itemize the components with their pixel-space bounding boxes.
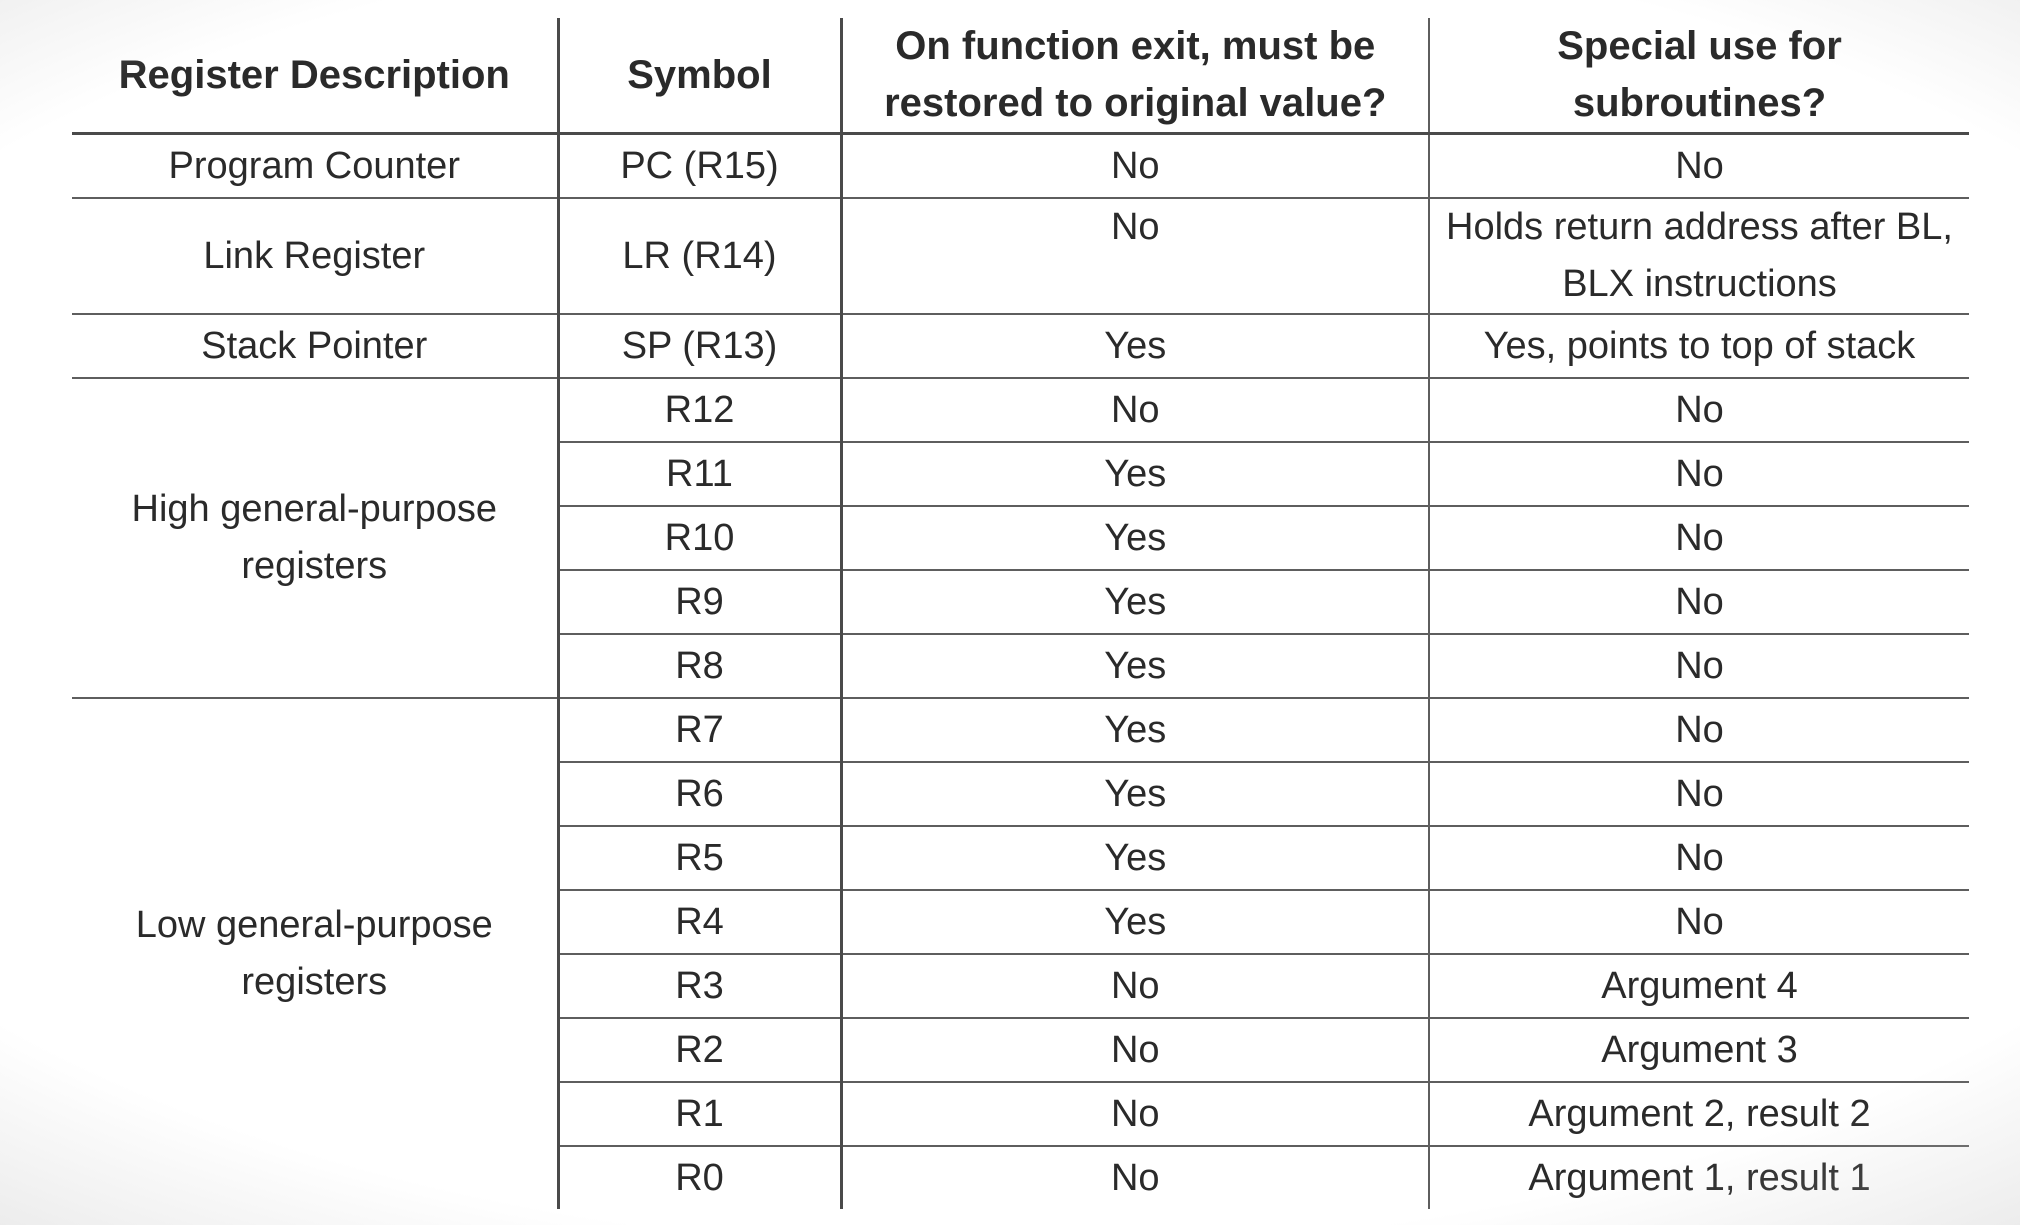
restore-cell: No: [839, 954, 1429, 1019]
special-cell: No: [1428, 890, 1969, 955]
symbol-cell: PC (R15): [556, 133, 841, 199]
symbol-cell: R9: [556, 570, 841, 635]
table-row: Link Register LR (R14) No Holds return a…: [72, 198, 1969, 315]
header-restore: On function exit, must be restored to or…: [839, 18, 1429, 135]
special-cell: Yes, points to top of stack: [1428, 314, 1969, 379]
restore-cell: No: [839, 1082, 1429, 1147]
restore-cell: No: [839, 378, 1429, 443]
table-row: Program Counter PC (R15) No No: [72, 133, 1969, 199]
symbol-cell: R2: [556, 1018, 841, 1083]
special-cell: No: [1428, 442, 1969, 507]
restore-cell: Yes: [839, 442, 1429, 507]
description-cell: Low general-purpose registers: [135, 904, 493, 1003]
description-cell: High general-purpose registers: [72, 378, 558, 699]
special-cell: Argument 3: [1428, 1018, 1969, 1083]
symbol-cell: R6: [556, 762, 841, 827]
symbol-cell: R10: [556, 506, 841, 571]
restore-cell: Yes: [839, 890, 1429, 955]
special-cell: No: [1428, 133, 1969, 199]
symbol-cell: R7: [556, 698, 841, 763]
special-cell: Holds return address after BL, BLX instr…: [1428, 198, 1969, 315]
restore-cell: No: [839, 1018, 1429, 1083]
table-row: Low general-purpose registers R7 Yes No: [72, 698, 1969, 1003]
header-row: Register Description Symbol On function …: [72, 18, 1969, 135]
restore-cell: Yes: [839, 826, 1429, 891]
symbol-cell: R8: [556, 634, 841, 699]
symbol-cell: LR (R14): [556, 198, 841, 315]
special-cell: No: [1428, 570, 1969, 635]
restore-cell: Yes: [839, 506, 1429, 571]
restore-cell: No: [839, 198, 1429, 315]
restore-cell: No: [839, 133, 1429, 199]
symbol-cell: R12: [556, 378, 841, 443]
header-register-description: Register Description: [72, 18, 558, 135]
symbol-cell: R1: [556, 1082, 841, 1147]
special-cell: Argument 2, result 2: [1428, 1082, 1969, 1147]
header-special-use: Special use for subroutines?: [1428, 18, 1969, 135]
restore-cell: Yes: [839, 634, 1429, 699]
table-row: High general-purpose registers R12 No No: [72, 378, 1969, 699]
restore-cell: Yes: [839, 762, 1429, 827]
description-cell: Stack Pointer: [72, 314, 558, 379]
symbol-cell: R3: [556, 954, 841, 1019]
description-cell: Link Register: [72, 198, 558, 315]
special-cell: No: [1428, 698, 1969, 763]
restore-cell: No: [839, 1146, 1429, 1209]
special-cell: No: [1428, 506, 1969, 571]
restore-cell: Yes: [839, 314, 1429, 379]
special-cell: Argument 1, result 1: [1428, 1146, 1969, 1209]
table-row: Stack Pointer SP (R13) Yes Yes, points t…: [72, 314, 1969, 379]
symbol-cell: R0: [556, 1146, 841, 1209]
symbol-cell: R4: [556, 890, 841, 955]
header-symbol: Symbol: [556, 18, 841, 135]
special-cell: No: [1428, 378, 1969, 443]
register-table: Register Description Symbol On function …: [72, 18, 1969, 1209]
symbol-cell: R11: [556, 442, 841, 507]
symbol-cell: SP (R13): [556, 314, 841, 379]
description-cell: Program Counter: [72, 133, 558, 199]
special-cell: No: [1428, 826, 1969, 891]
restore-cell: Yes: [839, 570, 1429, 635]
restore-cell: Yes: [839, 698, 1429, 763]
symbol-cell: R5: [556, 826, 841, 891]
special-cell: Argument 4: [1428, 954, 1969, 1019]
special-cell: No: [1428, 634, 1969, 699]
special-cell: No: [1428, 762, 1969, 827]
